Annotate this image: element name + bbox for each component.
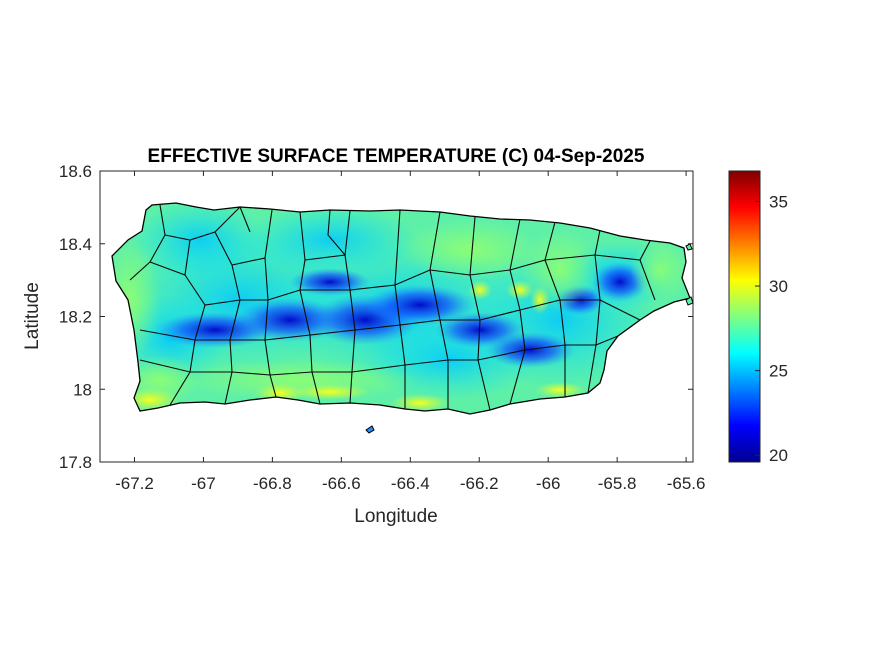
temperature-patch-blue (485, 332, 575, 368)
y-axis: 17.8 18 18.2 18.4 18.6 (59, 162, 693, 472)
municipality-borders (129, 204, 656, 411)
colorbar-tick-label: 35 (769, 192, 788, 211)
temperature-patch-green (630, 240, 690, 300)
municipality-border (139, 329, 196, 341)
municipality-border (639, 259, 656, 301)
y-tick-label: 18.4 (59, 235, 92, 254)
y-tick-label: 18 (73, 380, 92, 399)
temperature-patch-cyan (240, 205, 420, 275)
temperature-patch-blue (290, 268, 370, 296)
colorbar-tick-label: 30 (769, 277, 788, 296)
x-tick-label: -67 (191, 474, 216, 493)
offshore-islet (365, 425, 375, 434)
municipality-border (231, 264, 301, 301)
temperature-field (112, 203, 690, 414)
x-tick-label: -66.6 (322, 474, 361, 493)
municipality-border (214, 209, 273, 266)
temperature-patch-yellow (530, 286, 550, 314)
x-tick-label: -66 (536, 474, 561, 493)
x-tick-label: -66.4 (391, 474, 430, 493)
municipality-border (139, 335, 619, 376)
x-tick-label: -65.8 (598, 474, 637, 493)
colorbar-ticks: 20 25 30 35 (755, 192, 788, 465)
temperature-patch-yellow (506, 280, 534, 300)
chart-title: EFFECTIVE SURFACE TEMPERATURE (C) 04-Sep… (148, 146, 645, 167)
municipality-border (164, 206, 241, 241)
municipality-border (129, 239, 191, 281)
y-tick-label: 18.6 (59, 162, 92, 181)
colorbar-tick-label: 25 (769, 362, 788, 381)
municipality-border (239, 206, 251, 233)
temperature-patch-blue (365, 285, 475, 325)
colorbar (728, 170, 761, 463)
x-tick-label: -65.6 (667, 474, 706, 493)
x-axis: -67.2 -67 -66.8 -66.6 -66.4 -66.2 -66 -65.8 -65.… (115, 171, 705, 493)
temperature-patch-yellow (290, 384, 370, 400)
x-tick-label: -67.2 (115, 474, 154, 493)
temperature-patch-yellow (535, 382, 585, 398)
municipality-border (264, 257, 269, 301)
x-axis-label: Longitude (354, 506, 437, 527)
offshore-islet-east (685, 243, 693, 251)
y-tick-label: 17.8 (59, 453, 92, 472)
temperature-patch-cyan (130, 203, 270, 280)
temperature-patch-green (400, 220, 540, 280)
y-tick-label: 18.2 (59, 308, 92, 327)
offshore-islet-southeast (685, 296, 694, 306)
municipality-border (327, 209, 346, 256)
x-tick-label: -66.2 (460, 474, 499, 493)
y-axis-label: Latitude (22, 282, 43, 350)
x-tick-label: -66.8 (253, 474, 292, 493)
colorbar-tick-label: 20 (769, 446, 788, 465)
